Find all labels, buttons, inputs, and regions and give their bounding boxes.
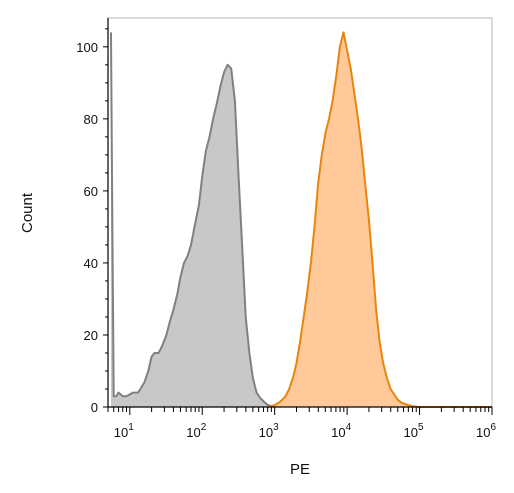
- x-tick-label: 101: [114, 422, 134, 440]
- y-axis-title: Count: [19, 192, 36, 233]
- y-tick-label: 40: [84, 256, 98, 271]
- x-tick-label: 104: [331, 422, 351, 440]
- y-tick-label: 80: [84, 112, 98, 127]
- x-tick-label: 105: [404, 422, 424, 440]
- x-axis: 101 102 103 104 105 106: [107, 407, 496, 440]
- series-1-area: [267, 32, 492, 408]
- y-axis: 0 20 40 60 80 100: [76, 28, 108, 415]
- x-tick-label: 102: [186, 422, 206, 440]
- x-axis-title: PE: [290, 461, 310, 478]
- y-tick-label: 20: [84, 328, 98, 343]
- series-0-line: [110, 32, 275, 408]
- plot-area: [110, 31, 492, 408]
- series-0-area: [111, 32, 275, 408]
- x-tick-label: 103: [259, 422, 279, 440]
- x-tick-label: 106: [476, 422, 496, 440]
- y-tick-label: 100: [76, 40, 98, 55]
- series-1-line: [267, 31, 492, 408]
- y-tick-label: 0: [91, 400, 98, 415]
- y-tick-label: 60: [84, 184, 98, 199]
